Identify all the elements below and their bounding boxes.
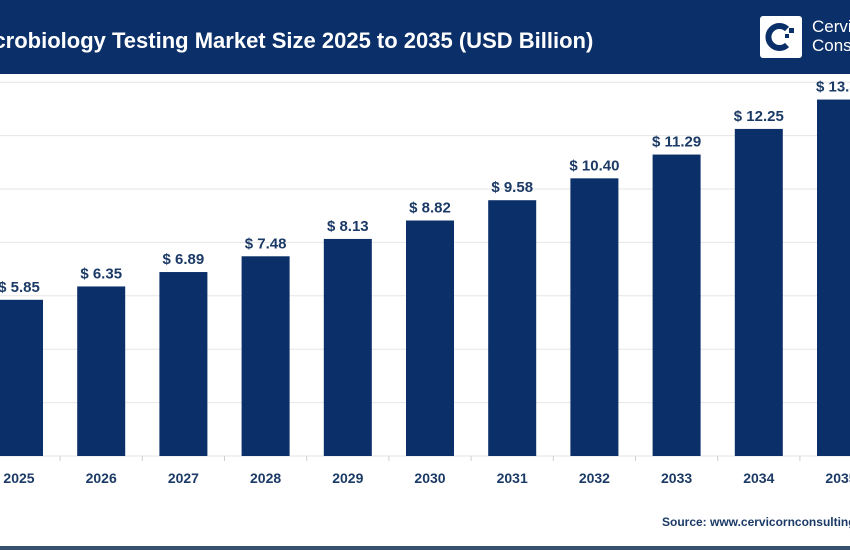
data-label-2034: $ 12.25 xyxy=(734,108,784,125)
x-tick-label-2032: 2032 xyxy=(579,470,610,486)
x-tick-label-2027: 2027 xyxy=(168,470,199,486)
data-label-2035: $ 13.35 xyxy=(816,79,850,96)
source-note: Source: www.cervicornconsulting.com xyxy=(662,515,850,529)
x-tick-label-2034: 2034 xyxy=(743,470,774,486)
logo-line1: Cervicorn xyxy=(812,17,850,36)
data-label-2032: $ 10.40 xyxy=(569,157,619,174)
x-tick-label-2026: 2026 xyxy=(86,470,117,486)
bar-2026 xyxy=(77,286,126,456)
x-tick-label-2033: 2033 xyxy=(661,470,692,486)
x-tick-label-2035: 2035 xyxy=(825,470,850,486)
data-label-2028: $ 7.48 xyxy=(245,235,287,252)
chart-title: Microbiology Testing Market Size 2025 to… xyxy=(0,28,594,53)
logo-text: Cervicorn Consulting xyxy=(812,17,850,55)
bar-2029 xyxy=(323,238,372,456)
cervicorn-logo-icon xyxy=(760,16,802,58)
bottom-border xyxy=(0,546,850,550)
data-label-2026: $ 6.35 xyxy=(80,265,122,282)
data-label-2029: $ 8.13 xyxy=(327,218,369,235)
x-tick-label-2031: 2031 xyxy=(497,470,528,486)
x-tick-label-2029: 2029 xyxy=(332,470,363,486)
bar-2030 xyxy=(406,220,454,456)
x-tick-label-2025: 2025 xyxy=(3,470,34,486)
x-tick-label-2028: 2028 xyxy=(250,470,281,486)
x-tick-label-2030: 2030 xyxy=(414,470,445,486)
bar-2034 xyxy=(734,128,783,457)
bar-2031 xyxy=(488,200,537,456)
data-label-2027: $ 6.89 xyxy=(163,251,205,268)
bar-2025 xyxy=(0,299,43,456)
bar-2033 xyxy=(652,154,701,456)
bar-2032 xyxy=(570,178,619,456)
data-label-2031: $ 9.58 xyxy=(491,179,533,196)
data-label-2033: $ 11.29 xyxy=(652,134,701,151)
bar-2035 xyxy=(817,99,850,457)
data-label-2030: $ 8.82 xyxy=(409,200,451,217)
data-label-2025: $ 5.85 xyxy=(0,279,40,296)
bar-2027 xyxy=(159,272,208,456)
bar-chart: $ 5.85 2025 $ 6.35 2026 $ 6.89 2027 $ 7.48 2028… xyxy=(0,79,850,486)
logo-line2: Consulting xyxy=(812,36,850,55)
bar-2028 xyxy=(241,256,290,456)
chart-header: Microbiology Testing Market Size 2025 to… xyxy=(0,0,850,74)
